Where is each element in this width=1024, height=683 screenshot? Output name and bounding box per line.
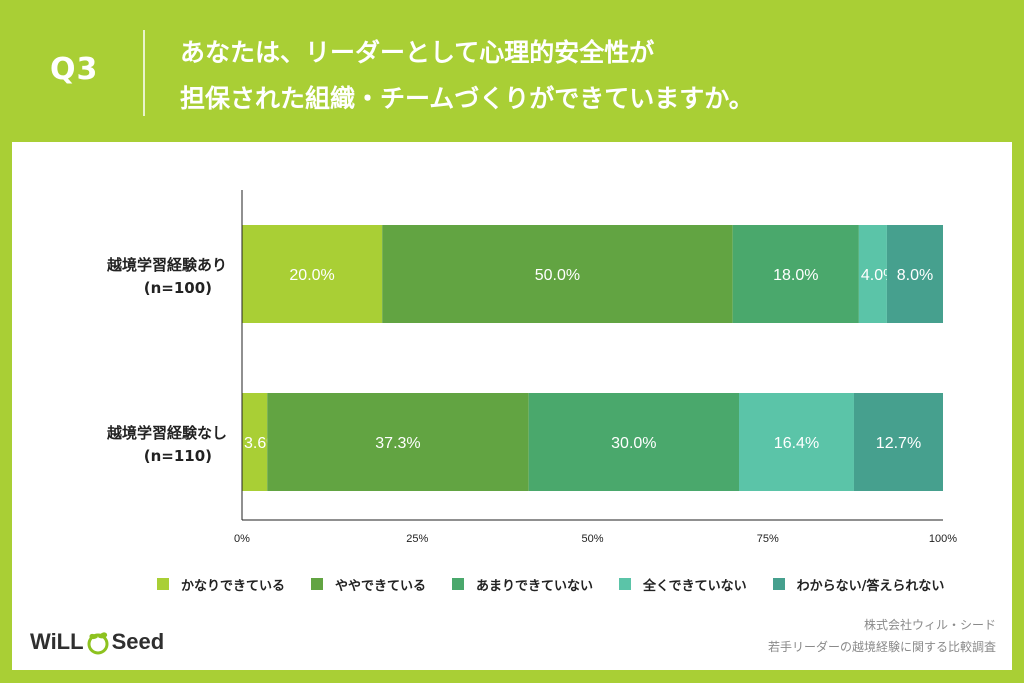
bar-segment [382, 225, 733, 323]
bar-segment [886, 225, 943, 323]
sprout-icon [87, 632, 109, 655]
chart-legend: かなりできている ややできている あまりできていない 全くできていない わからな… [157, 574, 970, 594]
legend-swatch [311, 578, 324, 590]
legend-item: わからない/答えられない [772, 575, 945, 594]
credit-company: 株式会社ウィル・シード [863, 618, 996, 632]
x-tick-label: 100% [929, 533, 957, 545]
category-count: (n=110) [144, 447, 212, 465]
x-tick-label: 0% [234, 533, 250, 545]
question-text-line1: あなたは、リーダーとして心理的安全性が [180, 38, 655, 67]
data-label: 16.4% [774, 435, 819, 452]
legend-label: かなりできている [181, 578, 286, 594]
header-divider [143, 30, 145, 116]
x-tick-label: 25% [406, 533, 428, 545]
legend-label: あまりできていない [476, 578, 594, 594]
stacked-bar-chart: 20.0% 50.0% 18.0% 4.0% 8.0%越境学習経験あり(n=100)3.… [106, 190, 957, 545]
data-label: 12.7% [876, 435, 921, 452]
category-label: 越境学習経験なし [106, 424, 227, 442]
bar-segment [267, 393, 529, 491]
bar-segment [858, 225, 887, 323]
legend-item: 全くできていない [619, 575, 747, 594]
x-tick-label: 75% [757, 533, 779, 545]
logo-text-seed: Seed [111, 629, 165, 654]
source-credit: 株式会社ウィル・シード 若手リーダーの越境経験に関する比較調査 [768, 614, 996, 658]
legend-label: ややできている [335, 578, 427, 594]
willseed-logo: WiLL Seed [30, 627, 164, 657]
legend-label: わからない/答えられない [796, 578, 945, 594]
question-text: あなたは、リーダーとして心理的安全性が 担保された組織・チームづくりができていま… [180, 30, 1000, 122]
category-label: 越境学習経験あり [106, 256, 227, 274]
legend-label: 全くできていない [643, 578, 747, 594]
category-count: (n=100) [144, 279, 212, 297]
legend-swatch [157, 578, 169, 590]
bar-segment [242, 393, 268, 491]
legend-swatch [619, 578, 632, 590]
question-number: Q3 [50, 52, 99, 87]
data-label: 50.0% [535, 267, 580, 284]
bar-segment [242, 225, 383, 323]
logo-text-will: WiLL [30, 629, 84, 654]
bar-segment [528, 393, 740, 491]
legend-item: ややできている [311, 575, 426, 594]
legend-item: かなりできている [157, 575, 285, 594]
data-label: 37.3% [375, 435, 420, 452]
data-label: 20.0% [289, 267, 334, 284]
credit-survey: 若手リーダーの越境経験に関する比較調査 [767, 640, 996, 654]
data-label: 30.0% [611, 435, 656, 452]
data-label: 18.0% [773, 267, 818, 284]
legend-item: あまりできていない [452, 575, 593, 594]
legend-swatch [452, 578, 465, 590]
chart-panel: 20.0% 50.0% 18.0% 4.0% 8.0% 越境学習経験あり (n=100) 3.… [12, 142, 1012, 670]
x-tick-label: 50% [581, 533, 603, 545]
legend-swatch [772, 578, 785, 590]
question-text-line2: 担保された組織・チームづくりができていますか。 [180, 84, 754, 113]
bar-segment [739, 393, 854, 491]
bar-segment [732, 225, 859, 323]
data-label: 8.0% [897, 267, 933, 284]
bar-segment [853, 393, 943, 491]
question-header: Q3 あなたは、リーダーとして心理的安全性が 担保された組織・チームづくりができ… [0, 0, 1024, 140]
